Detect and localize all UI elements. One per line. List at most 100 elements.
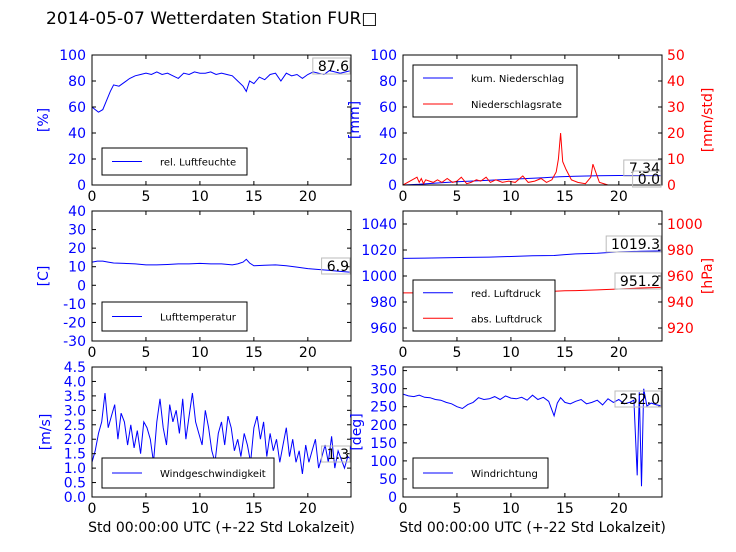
x-tick-label: 15 <box>245 189 263 205</box>
y-tick-label: -10 <box>63 297 86 313</box>
x-tick-label: 20 <box>299 189 317 205</box>
y-tick-label: 100 <box>370 48 397 64</box>
series-line-2 <box>403 132 662 185</box>
panel-wind_speed: 0 5 10 15 20 0.00.51.01.52.02.53.03.54.04.5 [m… <box>38 360 355 536</box>
y-tick-label: 350 <box>370 364 397 380</box>
figure-title: 2014-05-07 Wetterdaten Station FUR□ <box>46 9 377 29</box>
value-annotation-box <box>623 159 662 177</box>
y-tick-label: 40 <box>379 126 397 142</box>
y-axis-label: [C] <box>36 266 52 287</box>
y-tick-label: 10 <box>68 260 86 276</box>
legend: Windgeschwindigkeit <box>101 457 275 489</box>
x-tick-label: 15 <box>556 501 574 517</box>
x-tick-label: 5 <box>141 501 150 517</box>
y-tick-label: 60 <box>68 100 86 116</box>
legend-entry-label: Windgeschwindigkeit <box>160 469 266 480</box>
x-tick-label: 5 <box>452 189 461 205</box>
x-tick-label: 20 <box>299 501 317 517</box>
value-annotation-box <box>614 390 662 408</box>
legend-entry-label: rel. Luftfeuchte <box>160 158 236 169</box>
value-annotation-2-box <box>632 170 662 188</box>
y-tick-label: 0 <box>77 178 86 194</box>
y-tick-label: 20 <box>68 152 86 168</box>
y-tick-label: 0 <box>388 178 397 194</box>
series-line-1 <box>403 388 662 487</box>
value-annotation: 87.6 <box>318 59 349 75</box>
y-axis-label: [deg] <box>349 413 365 450</box>
y2-tick-label: 960 <box>667 269 694 285</box>
figure-title-text: 2014-05-07 Wetterdaten Station FUR <box>46 9 362 29</box>
x-tick-label: 0 <box>399 501 408 517</box>
y-tick-label: 1.0 <box>64 461 86 477</box>
axes-frame <box>91 366 352 498</box>
panel-pressure: 0 5 10 15 20 960 980 1000 1020 1040 920 940 960 980 10… <box>361 210 716 361</box>
x-tick-label: 5 <box>141 345 150 361</box>
y-tick-label: 960 <box>370 321 397 337</box>
value-annotation: 1.3 <box>327 447 349 463</box>
y2-tick-label: 30 <box>667 100 685 116</box>
value-annotation-2: 0.0 <box>638 172 660 188</box>
y-tick-label: 250 <box>370 400 397 416</box>
x-tick-label: 5 <box>452 501 461 517</box>
y2-tick-label: 20 <box>667 126 685 142</box>
y-tick-label: 20 <box>379 152 397 168</box>
y-tick-label: 0 <box>388 490 397 506</box>
y2-tick-label: 920 <box>667 321 694 337</box>
legend-entry-label: abs. Luftdruck <box>471 314 542 325</box>
y2-tick-label: 40 <box>667 74 685 90</box>
y-tick-label: 60 <box>379 100 397 116</box>
legend: Windrichtung <box>412 457 549 489</box>
y-tick-label: 300 <box>370 382 397 398</box>
value-annotation-2-box <box>614 272 662 290</box>
y-tick-label: 1000 <box>361 269 397 285</box>
missing-glyph-icon: □ <box>361 9 378 29</box>
x-axis-label: Std 00:00:00 UTC (+-22 Std Lokalzeit) <box>399 520 666 536</box>
x-tick-label: 10 <box>191 345 209 361</box>
x-tick-label: 15 <box>556 345 574 361</box>
y-tick-label: 80 <box>379 74 397 90</box>
y-tick-label: 2.0 <box>64 432 86 448</box>
axes-frame <box>402 366 663 498</box>
legend: red. Luftdruck abs. Luftdruck <box>412 279 556 332</box>
axes-frame <box>402 54 663 186</box>
legend-entry-label: red. Luftdruck <box>471 289 541 300</box>
y-tick-label: 30 <box>68 223 86 239</box>
value-annotation: 252.0 <box>620 392 660 408</box>
legend-entry-label: Lufttemperatur <box>160 313 237 324</box>
y-tick-label: 40 <box>68 126 86 142</box>
y-tick-label: 4.5 <box>64 360 86 376</box>
y2-tick-label: 50 <box>667 48 685 64</box>
axes-frame <box>91 54 352 186</box>
x-tick-label: 20 <box>610 345 628 361</box>
panel-temperature: 0 5 10 15 20 -30 -20 -10 0 10 20 30 40 [C] 6.9 Lufttemp… <box>36 204 352 361</box>
y2-tick-label: 980 <box>667 243 694 259</box>
x-tick-label: 0 <box>399 345 408 361</box>
value-annotation-box <box>312 57 351 75</box>
y-tick-label: -30 <box>63 334 86 350</box>
y-tick-label: 3.0 <box>64 403 86 419</box>
series-line-1 <box>92 70 351 113</box>
value-annotation: 7.34 <box>629 161 660 177</box>
y-tick-label: 80 <box>68 74 86 90</box>
y-tick-label: 980 <box>370 295 397 311</box>
y2-tick-label: 10 <box>667 152 685 168</box>
y-tick-label: 50 <box>379 472 397 488</box>
x-tick-label: 0 <box>399 189 408 205</box>
value-annotation-2: 951.2 <box>620 274 660 290</box>
series-line-1 <box>403 175 662 185</box>
x-tick-label: 0 <box>88 345 97 361</box>
x-axis-label: Std 00:00:00 UTC (+-22 Std Lokalzeit) <box>88 520 355 536</box>
y2-axis-label: [hPa] <box>700 258 716 294</box>
y-tick-label: -20 <box>63 315 86 331</box>
x-tick-label: 0 <box>88 501 97 517</box>
x-tick-label: 5 <box>452 345 461 361</box>
y2-tick-label: 0 <box>667 178 676 194</box>
x-tick-label: 10 <box>191 501 209 517</box>
y2-axis-label: [mm/std] <box>700 88 716 153</box>
x-tick-label: 15 <box>556 189 574 205</box>
y-tick-label: 150 <box>370 436 397 452</box>
x-tick-label: 15 <box>245 345 263 361</box>
y-tick-label: 0 <box>77 278 86 294</box>
value-annotation: 6.9 <box>327 259 349 275</box>
